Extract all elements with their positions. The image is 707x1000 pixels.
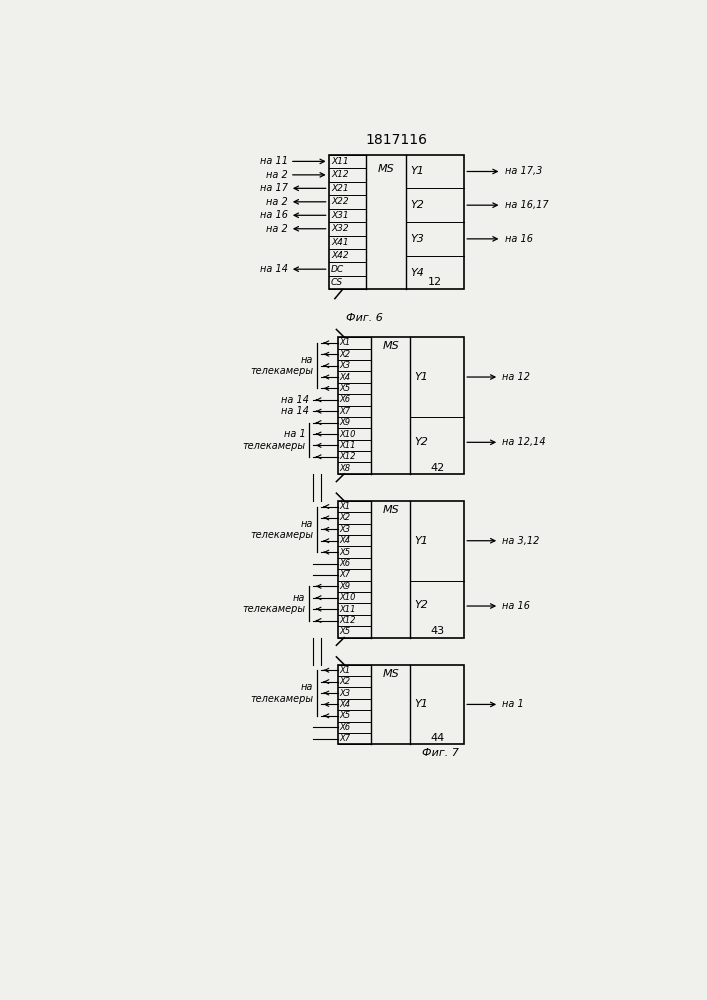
Text: на 11: на 11 <box>259 156 288 166</box>
Text: X6: X6 <box>339 723 351 732</box>
Text: на 16: на 16 <box>259 210 288 220</box>
Text: X4: X4 <box>339 536 351 545</box>
Text: на 12: на 12 <box>502 372 530 382</box>
Text: MS: MS <box>382 341 399 351</box>
Text: Y3: Y3 <box>410 234 424 244</box>
Text: на 2: на 2 <box>266 170 288 180</box>
Text: X11: X11 <box>339 605 356 614</box>
Text: 42: 42 <box>430 463 444 473</box>
Text: X7: X7 <box>339 407 351 416</box>
Text: X22: X22 <box>331 197 349 206</box>
Text: X5: X5 <box>339 711 351 720</box>
Text: MS: MS <box>382 669 399 679</box>
Text: X4: X4 <box>339 700 351 709</box>
Text: на 17,3: на 17,3 <box>505 166 542 176</box>
Text: MS: MS <box>378 164 395 174</box>
Text: DC: DC <box>331 265 344 274</box>
Text: X7: X7 <box>339 570 351 579</box>
Text: X6: X6 <box>339 395 351 404</box>
Text: X10: X10 <box>339 593 356 602</box>
Text: X31: X31 <box>331 211 349 220</box>
Text: X9: X9 <box>339 418 351 427</box>
Text: Фиг. 7: Фиг. 7 <box>421 748 459 758</box>
Text: Y4: Y4 <box>410 268 424 278</box>
Text: X5: X5 <box>339 548 351 557</box>
Text: Y1: Y1 <box>414 372 428 382</box>
Text: X2: X2 <box>339 677 351 686</box>
Text: на 16: на 16 <box>502 601 530 611</box>
Text: на 2: на 2 <box>266 197 288 207</box>
Text: на 17: на 17 <box>259 183 288 193</box>
Text: X2: X2 <box>339 513 351 522</box>
Text: X12: X12 <box>339 452 356 461</box>
Text: X3: X3 <box>339 689 351 698</box>
Text: X8: X8 <box>339 464 351 473</box>
Text: на
телекамеры: на телекамеры <box>250 519 313 540</box>
Text: 1817116: 1817116 <box>366 133 428 147</box>
Text: X32: X32 <box>331 224 349 233</box>
Text: на 2: на 2 <box>266 224 288 234</box>
Text: X12: X12 <box>339 616 356 625</box>
Text: на 16: на 16 <box>505 234 532 244</box>
Text: Y1: Y1 <box>414 536 428 546</box>
Bar <box>329 155 464 289</box>
Text: Фиг. 6: Фиг. 6 <box>346 313 382 323</box>
Text: 44: 44 <box>430 733 444 743</box>
Text: Y1: Y1 <box>410 166 424 176</box>
Text: 43: 43 <box>430 626 444 636</box>
Text: на 12,14: на 12,14 <box>502 437 546 447</box>
Text: на 1
телекамеры: на 1 телекамеры <box>243 429 305 451</box>
Text: на 3,12: на 3,12 <box>502 536 539 546</box>
Text: на 14: на 14 <box>281 395 309 405</box>
Text: на
телекамеры: на телекамеры <box>243 593 305 614</box>
Text: Y2: Y2 <box>414 437 428 447</box>
Text: X4: X4 <box>339 373 351 382</box>
Text: X10: X10 <box>339 430 356 439</box>
Text: на 14: на 14 <box>281 406 309 416</box>
Text: X2: X2 <box>339 350 351 359</box>
Text: X7: X7 <box>339 734 351 743</box>
Bar <box>338 337 464 474</box>
Text: на 14: на 14 <box>259 264 288 274</box>
Text: X3: X3 <box>339 525 351 534</box>
Text: Y2: Y2 <box>414 600 428 610</box>
Text: X5: X5 <box>339 384 351 393</box>
Text: X1: X1 <box>339 502 351 511</box>
Bar <box>338 501 464 638</box>
Text: X12: X12 <box>331 170 349 179</box>
Text: X21: X21 <box>331 184 349 193</box>
Text: X41: X41 <box>331 238 349 247</box>
Bar <box>338 665 464 744</box>
Text: X11: X11 <box>331 157 349 166</box>
Text: Y2: Y2 <box>410 200 424 210</box>
Text: 12: 12 <box>428 277 443 287</box>
Text: X42: X42 <box>331 251 349 260</box>
Text: Y1: Y1 <box>414 699 428 709</box>
Text: MS: MS <box>382 505 399 515</box>
Text: на
телекамеры: на телекамеры <box>250 682 313 704</box>
Text: X1: X1 <box>339 666 351 675</box>
Text: на 16,17: на 16,17 <box>505 200 548 210</box>
Text: X5: X5 <box>339 627 351 636</box>
Text: CS: CS <box>331 278 343 287</box>
Text: X9: X9 <box>339 582 351 591</box>
Text: X6: X6 <box>339 559 351 568</box>
Text: на 1: на 1 <box>502 699 524 709</box>
Text: X3: X3 <box>339 361 351 370</box>
Text: X11: X11 <box>339 441 356 450</box>
Text: X1: X1 <box>339 338 351 347</box>
Text: на
телекамеры: на телекамеры <box>250 355 313 376</box>
